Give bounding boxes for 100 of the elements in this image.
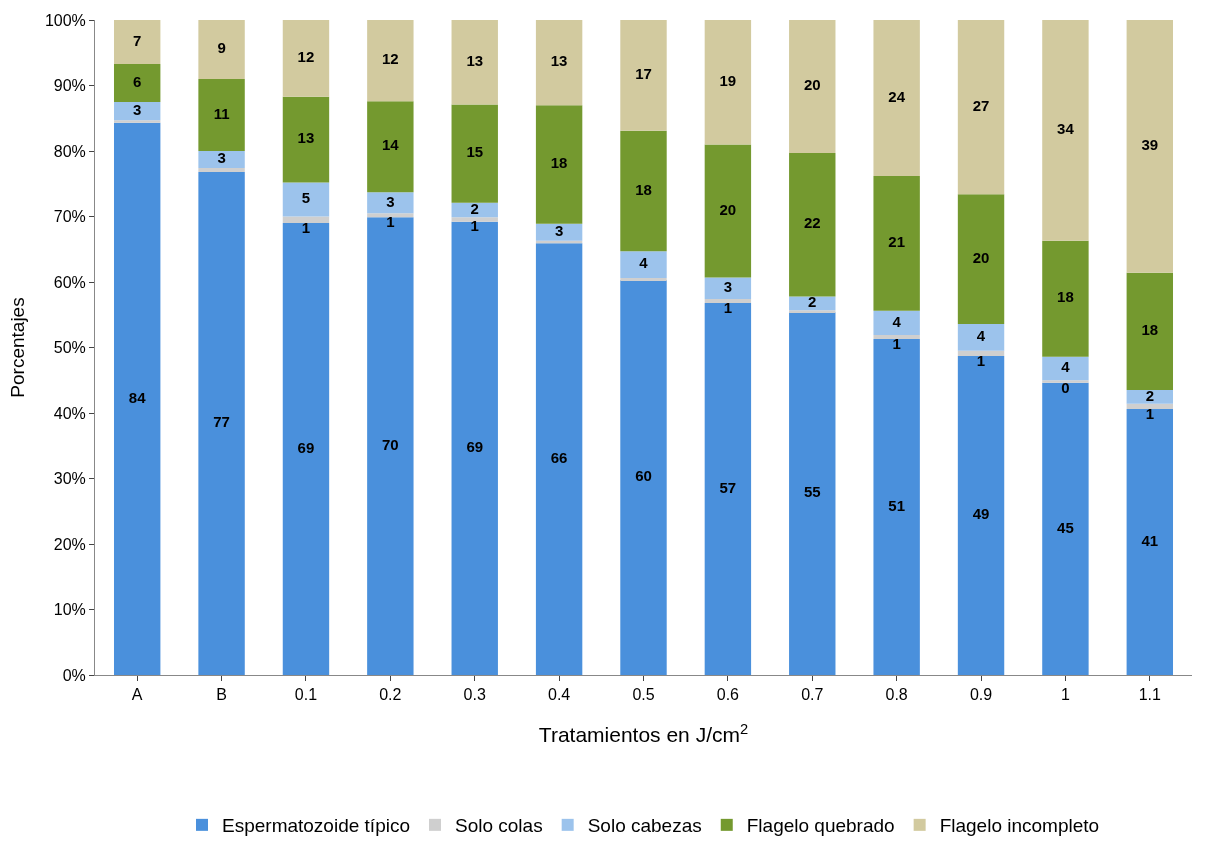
data-label: 1 <box>892 334 901 352</box>
bar <box>1126 390 1174 404</box>
data-label: 57 <box>719 478 737 496</box>
bar <box>704 277 752 300</box>
bar <box>789 310 836 313</box>
x-tick-label: 0.3 <box>463 686 486 704</box>
x-tick-label: 0.1 <box>294 686 318 704</box>
bar <box>789 20 836 153</box>
data-label: 11 <box>213 104 230 122</box>
bar <box>535 223 583 241</box>
bar <box>957 20 1005 195</box>
bar <box>1042 356 1089 381</box>
bar <box>1126 272 1174 391</box>
bar <box>282 182 330 217</box>
data-label: 69 <box>297 438 315 456</box>
x-tick-label: 1.1 <box>1138 686 1162 704</box>
bar <box>451 20 498 105</box>
data-label: 14 <box>382 136 400 154</box>
data-label: 4 <box>892 312 902 330</box>
data-label: 70 <box>382 435 399 453</box>
bar <box>282 216 330 224</box>
data-label: 4 <box>639 254 649 272</box>
bar <box>367 192 414 214</box>
data-label: 19 <box>719 71 737 89</box>
data-label: 12 <box>382 50 399 68</box>
bar <box>620 20 667 131</box>
y-tick-label: 50% <box>53 339 86 357</box>
bar <box>113 120 161 123</box>
y-tick-label: 10% <box>53 601 86 619</box>
data-label: 1 <box>976 351 986 369</box>
data-label: 60 <box>635 467 652 485</box>
bar <box>282 223 330 675</box>
bar <box>1042 380 1089 383</box>
data-label: 20 <box>803 76 821 94</box>
bar <box>367 101 414 193</box>
data-label: 84 <box>128 388 147 406</box>
legend-label: Espermatozoide típico <box>222 815 410 837</box>
bar <box>113 20 161 64</box>
data-label: 18 <box>1141 321 1159 339</box>
bar <box>873 338 920 675</box>
x-tick-label: A <box>131 686 143 704</box>
x-tick-label: B <box>216 686 227 704</box>
data-label: 21 <box>888 233 905 251</box>
bar <box>451 217 498 222</box>
data-label: 13 <box>466 52 484 69</box>
bar <box>198 168 245 172</box>
data-label: 4 <box>1061 358 1071 376</box>
bar <box>198 171 245 675</box>
bar <box>282 20 330 97</box>
bar <box>1042 20 1089 241</box>
x-tick-label: 0.5 <box>632 686 655 704</box>
bar <box>451 104 498 203</box>
y-tick-label: 90% <box>53 77 86 95</box>
bar <box>535 243 583 675</box>
y-tick-label: 80% <box>53 142 86 160</box>
x-tick-label: 0.8 <box>885 686 908 704</box>
data-label: 3 <box>133 100 142 118</box>
bar <box>282 96 330 183</box>
y-tick-label: 40% <box>53 404 86 422</box>
data-label: 5 <box>301 189 311 207</box>
y-tick-label: 100% <box>44 11 86 29</box>
data-label: 18 <box>1057 288 1074 306</box>
data-label: 13 <box>550 52 568 70</box>
data-label: 55 <box>803 483 821 501</box>
legend-label: Solo colas <box>455 815 543 837</box>
bar <box>1126 20 1174 273</box>
data-label: 2 <box>470 199 479 217</box>
bar <box>704 144 752 278</box>
y-tick-label: 30% <box>53 470 86 488</box>
x-tick-label: 0.4 <box>547 686 571 704</box>
data-label: 2 <box>1145 386 1154 404</box>
data-label: 77 <box>213 413 230 431</box>
y-axis-title: Porcentajes <box>6 297 28 398</box>
data-label: 1 <box>301 218 311 236</box>
bar <box>789 152 836 297</box>
bar <box>451 221 498 675</box>
data-label: 2 <box>808 293 817 311</box>
data-label: 49 <box>972 505 990 523</box>
data-label: 6 <box>133 72 142 90</box>
x-tick-label: 0.2 <box>379 686 402 704</box>
bar <box>1042 240 1089 357</box>
bar <box>873 310 920 336</box>
data-label: 12 <box>297 48 315 66</box>
bar <box>957 356 1005 675</box>
data-label: 13 <box>297 129 315 147</box>
data-label: 66 <box>550 448 568 466</box>
data-label: 3 <box>723 277 733 295</box>
bar <box>704 20 752 145</box>
data-label: 39 <box>1141 136 1159 154</box>
legend-label: Flagelo quebrado <box>746 815 895 837</box>
bar <box>113 122 161 675</box>
bar <box>198 20 245 79</box>
bar <box>620 280 667 675</box>
data-label: 20 <box>972 248 990 266</box>
bar <box>535 20 583 106</box>
data-label: 24 <box>888 87 906 105</box>
bar <box>620 251 667 279</box>
data-label: 41 <box>1141 531 1159 549</box>
y-tick-label: 60% <box>53 273 86 291</box>
bar <box>1126 409 1174 675</box>
